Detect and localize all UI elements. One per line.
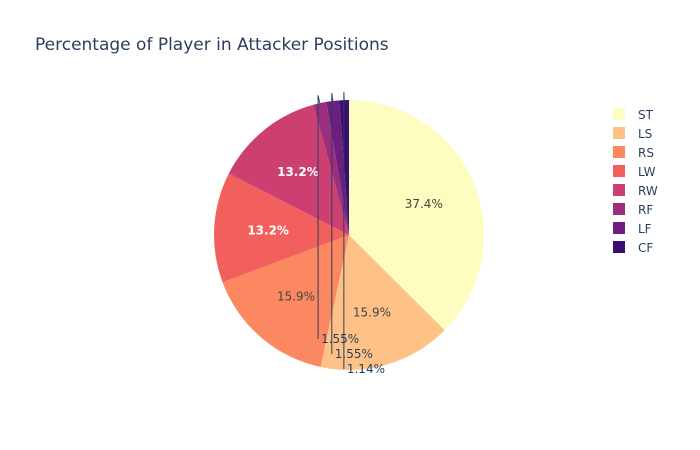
legend-item-ls[interactable]: LS [613,127,652,141]
legend-swatch-lf [613,222,625,234]
pie-label-rw: 13.2% [277,165,319,179]
legend-swatch-rs [613,146,625,158]
chart-title: Percentage of Player in Attacker Positio… [35,35,389,55]
legend-label-cf: CF [638,241,653,255]
pie-label-rs: 15.9% [277,289,315,303]
legend-item-rs[interactable]: RS [613,146,654,160]
pie-slice-st[interactable] [349,100,484,331]
legend-swatch-rw [613,184,625,196]
pie-label-lf: 1.55% [335,347,373,361]
pie-slice-lw[interactable] [213,173,349,283]
legend-swatch-ls [613,127,625,139]
pie-slice-rf[interactable] [313,101,349,235]
legend-label-rw: RW [638,184,658,198]
legend-label-lw: LW [638,165,656,179]
pie-labels: 37.4%15.9%15.9%13.2%13.2%1.55%1.55%1.14% [247,92,443,376]
pie-label-rf: 1.55% [321,332,359,346]
pie-label-lw: 13.2% [247,223,289,237]
leader-line-rf [317,95,321,339]
legend-swatch-rf [613,203,625,215]
legend: ST LS RS LW RW RF LF CF [613,108,658,255]
pie-slice-rw[interactable] [228,104,349,235]
legend-item-st[interactable]: ST [613,108,654,122]
legend-label-rs: RS [638,146,654,160]
legend-item-lw[interactable]: LW [613,165,656,179]
legend-swatch-cf [613,241,625,253]
legend-item-cf[interactable]: CF [613,241,653,255]
legend-label-rf: RF [638,203,653,217]
pie-slices [213,100,484,370]
pie-label-ls: 15.9% [353,306,391,320]
legend-item-lf[interactable]: LF [613,222,652,236]
legend-item-rw[interactable]: RW [613,184,658,198]
legend-label-st: ST [638,108,654,122]
pie-slice-ls[interactable] [320,235,445,370]
pie-slice-rs[interactable] [222,235,349,367]
pie-label-cf: 1.14% [347,362,385,376]
pie-label-st: 37.4% [405,197,443,211]
legend-item-rf[interactable]: RF [613,203,653,217]
legend-label-ls: LS [638,127,652,141]
legend-swatch-st [613,108,625,120]
legend-swatch-lw [613,165,625,177]
leader-line-lf [331,92,334,354]
legend-label-lf: LF [638,222,652,236]
